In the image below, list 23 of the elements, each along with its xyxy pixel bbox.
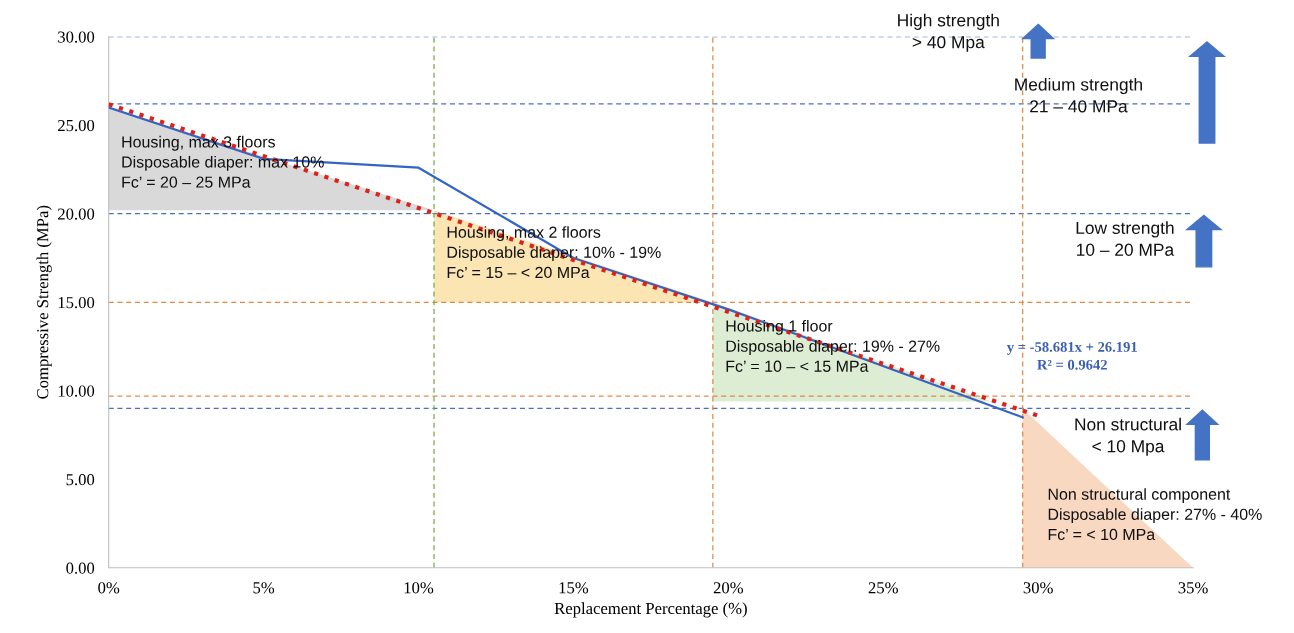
x-tick-label: 35%: [1178, 582, 1208, 594]
x-tick-label: 30%: [1023, 582, 1053, 594]
annotation: y = -58.681x + 26.191 R² = 0.9642: [1006, 342, 1137, 370]
y-tick-label: 5.00: [66, 473, 95, 486]
y-tick-label: 10.00: [58, 385, 95, 397]
y-tick-label: 25.00: [58, 119, 95, 132]
x-tick-label: 15%: [559, 582, 589, 594]
annotation: Medium strength 21 – 40 MPa: [1015, 77, 1142, 113]
x-tick-label: 0%: [98, 582, 120, 594]
x-tick-label: 25%: [868, 582, 898, 594]
y-tick-label: 30.00: [58, 31, 95, 43]
annotation: Low strength 10 – 20 MPa: [1076, 221, 1175, 256]
y-tick-label: 20.00: [58, 208, 95, 220]
x-tick-label: 5%: [253, 582, 275, 594]
x-tick-label: 20%: [713, 582, 744, 594]
annotation: Non structural component Disposable diaper: 27% - 40% Fc’ = < 10 MPa: [1048, 488, 1262, 541]
y-tick-label: 0.00: [66, 562, 95, 574]
y-tick-label: 15.00: [58, 296, 95, 309]
x-axis-title: Replacement Percentage (%): [554, 602, 747, 618]
annotation: High strength > 40 Mpa: [898, 13, 999, 52]
x-tick-label: 10%: [404, 582, 434, 594]
annotation: Non structural < 10 Mpa: [1075, 417, 1181, 456]
y-axis-title: Compressive Strength (MPa): [36, 205, 52, 399]
